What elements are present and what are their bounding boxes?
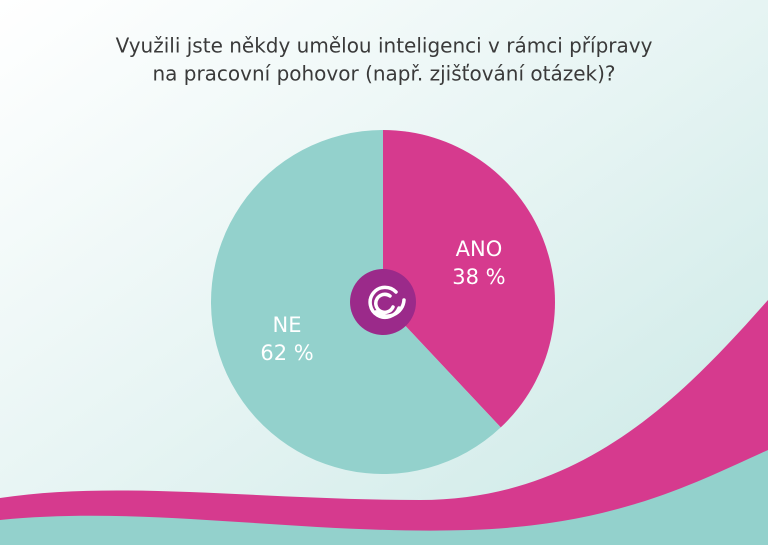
logo-circle — [350, 269, 416, 335]
chart-title: Využili jste někdy umělou inteligenci v … — [116, 34, 653, 58]
logo — [350, 269, 416, 335]
value-label: 62 % — [260, 341, 313, 365]
chart-title: na pracovní pohovor (např. zjišťování ot… — [152, 62, 615, 86]
wave-teal — [0, 450, 768, 545]
slice-label: ANO — [456, 237, 503, 261]
value-label: 38 % — [452, 265, 505, 289]
logo-swirl — [368, 285, 406, 319]
pie-slice — [383, 130, 555, 428]
wave-magenta — [0, 300, 768, 545]
slice-label: NE — [273, 313, 302, 337]
labels: ANO 38 % NE 62 % — [260, 237, 505, 365]
